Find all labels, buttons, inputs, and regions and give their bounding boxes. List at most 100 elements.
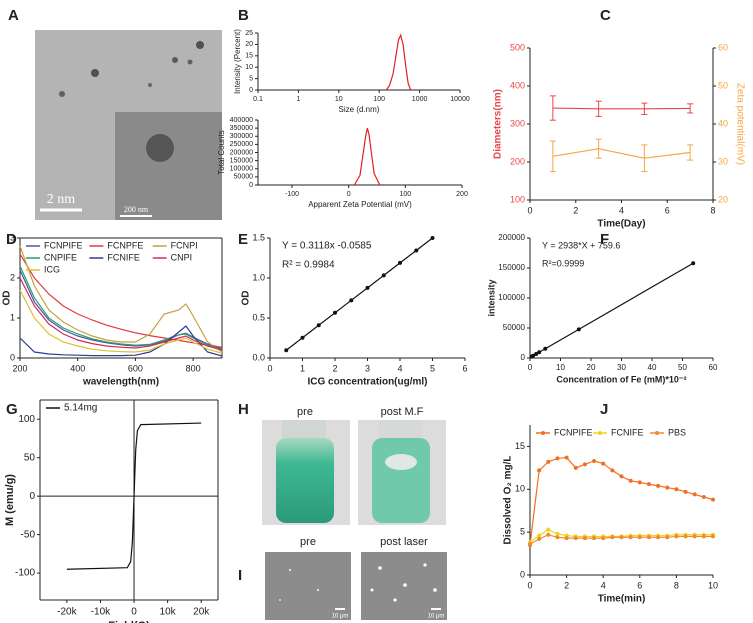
error-bar bbox=[595, 100, 602, 117]
series-line bbox=[353, 127, 381, 186]
data-point bbox=[711, 534, 715, 539]
data-point bbox=[683, 534, 688, 539]
y2-tick-label: 20 bbox=[718, 194, 728, 204]
x-axis-label: Time(Day) bbox=[597, 219, 645, 230]
x-tick-label: 10k bbox=[160, 607, 177, 618]
panel-label: B bbox=[238, 7, 249, 24]
x-tick-label: 600 bbox=[128, 363, 143, 373]
x-tick-label: 5 bbox=[430, 363, 435, 373]
series-line bbox=[552, 148, 691, 159]
y2-tick-label: 40 bbox=[718, 118, 728, 128]
y-tick-label: 1.5 bbox=[252, 232, 265, 242]
x-tick-label: 800 bbox=[186, 363, 201, 373]
microscope-photos: pre post laser 10 μm 10 μm bbox=[265, 536, 447, 620]
y-tick-label: 5 bbox=[520, 527, 525, 537]
series-line bbox=[19, 265, 223, 350]
error-bar bbox=[687, 144, 694, 161]
data-point bbox=[692, 534, 697, 539]
y-tick-label: 15 bbox=[515, 441, 525, 451]
x-tick-label: 50 bbox=[678, 363, 687, 372]
x-tick-label: 0 bbox=[528, 363, 533, 372]
legend-label: CNPIFE bbox=[44, 252, 77, 262]
x-tick-label: 0 bbox=[527, 205, 532, 215]
series-line bbox=[19, 253, 223, 348]
y-tick-label: 2 bbox=[10, 272, 15, 282]
scale-bar-label: 10 μm bbox=[332, 614, 349, 620]
y2-tick-label: 60 bbox=[718, 42, 728, 52]
y-axis-label: Total Counts bbox=[217, 130, 226, 174]
y-tick-label: 10 bbox=[515, 484, 525, 494]
y-tick-label: 0 bbox=[249, 182, 253, 189]
legend-label: FCNIFE bbox=[611, 427, 644, 437]
panel-label: F bbox=[600, 231, 609, 248]
data-point bbox=[430, 236, 435, 240]
y-axis-label: Dissolved O₂ mg/L bbox=[503, 456, 514, 545]
data-point bbox=[619, 535, 624, 540]
data-point bbox=[683, 489, 688, 494]
y-tick-label: 500 bbox=[510, 42, 525, 52]
panel-label: E bbox=[238, 231, 248, 248]
data-point bbox=[656, 483, 661, 488]
x-tick-label: -10k bbox=[91, 607, 111, 618]
data-point bbox=[691, 261, 696, 266]
legend-label: FCNPIFE bbox=[44, 240, 83, 250]
x-tick-label: 100 bbox=[399, 191, 411, 198]
data-point bbox=[381, 273, 386, 278]
data-point bbox=[701, 495, 706, 499]
scale-bar-label: 200 nm bbox=[124, 205, 149, 214]
x-tick-label: 20 bbox=[587, 363, 596, 372]
data-point bbox=[546, 532, 551, 537]
y-tick-label: 1 bbox=[10, 312, 15, 322]
series-line bbox=[19, 325, 223, 357]
y-axis-label: OD bbox=[2, 291, 13, 306]
x-tick-label: 4 bbox=[601, 580, 606, 590]
x-axis-label: ICG concentration(ug/ml) bbox=[308, 377, 428, 388]
y-tick-label: 0 bbox=[10, 352, 15, 362]
data-point bbox=[555, 535, 560, 540]
data-point bbox=[333, 310, 337, 315]
data-point bbox=[564, 455, 569, 460]
data-point bbox=[349, 298, 354, 303]
data-point bbox=[316, 323, 321, 328]
data-point bbox=[674, 487, 679, 492]
y-tick-label: 50 bbox=[24, 452, 36, 463]
data-point bbox=[656, 535, 661, 540]
data-point bbox=[537, 533, 542, 538]
y-tick-label: 200 bbox=[510, 156, 525, 166]
x-tick-label: 2 bbox=[564, 580, 569, 590]
y-tick-label: 20 bbox=[245, 41, 253, 48]
data-point bbox=[537, 537, 542, 541]
x-tick-label: 4 bbox=[397, 363, 402, 373]
data-point bbox=[534, 352, 539, 357]
x-tick-label: 10 bbox=[708, 580, 718, 590]
y-tick-label: 15 bbox=[245, 53, 253, 60]
data-point bbox=[414, 248, 419, 253]
error-bar bbox=[595, 138, 602, 159]
x-tick-label: 1 bbox=[296, 96, 300, 103]
data-point bbox=[284, 348, 289, 353]
panel-label: I bbox=[238, 567, 242, 584]
x-tick-label: 10 bbox=[556, 363, 565, 372]
x-tick-label: 200 bbox=[456, 191, 468, 198]
x-axis-label: Size (d.nm) bbox=[339, 105, 380, 114]
y-axis-label: M (emu/g) bbox=[4, 474, 16, 526]
y-tick-label: 0 bbox=[520, 569, 525, 579]
x-tick-label: 30 bbox=[617, 363, 626, 372]
panel-label: J bbox=[600, 401, 608, 418]
x-tick-label: 8 bbox=[710, 205, 715, 215]
x-axis-label: Apparent Zeta Potential (mV) bbox=[308, 200, 412, 209]
data-point bbox=[701, 534, 706, 539]
y-tick-label: 0.5 bbox=[252, 312, 265, 322]
data-point bbox=[365, 285, 370, 290]
x-tick-label: 0 bbox=[131, 607, 137, 618]
series-line bbox=[19, 245, 223, 353]
y-tick-label: 100000 bbox=[498, 293, 525, 302]
x-tick-label: 10000 bbox=[450, 96, 470, 103]
y-tick-label: 350000 bbox=[230, 125, 253, 132]
x-axis-label: Concentration of Fe (mM)*10⁻² bbox=[556, 374, 686, 384]
data-point bbox=[646, 482, 651, 487]
annotation: Y = 2938*X + 759.6 bbox=[542, 240, 620, 250]
x-tick-label: 20k bbox=[193, 607, 210, 618]
x-tick-label: 60 bbox=[709, 363, 718, 372]
data-point bbox=[555, 531, 560, 536]
